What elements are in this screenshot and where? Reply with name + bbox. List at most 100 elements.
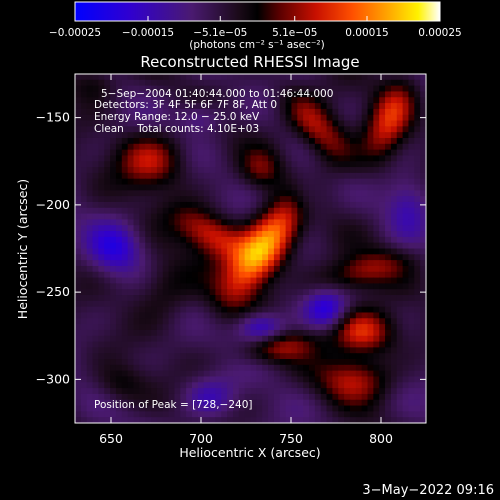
heatmap-cell	[168, 149, 176, 157]
heatmap-cell	[303, 417, 310, 423]
heatmap-cell	[80, 85, 88, 93]
heatmap-cell	[180, 393, 187, 401]
heatmap-cell	[291, 283, 298, 290]
heatmap-cell	[309, 97, 316, 104]
heatmap-cell	[221, 306, 228, 314]
heatmap-cell	[309, 359, 316, 366]
heatmap-cell	[320, 312, 328, 319]
heatmap-cell	[349, 167, 357, 174]
heatmap-cell	[297, 388, 304, 395]
plot-area: 650 700 750 800−300−250−200−150	[36, 73, 427, 446]
heatmap-cell	[262, 324, 269, 331]
heatmap-cell	[139, 417, 146, 423]
heatmap-cell	[180, 97, 187, 104]
heatmap-cell	[344, 283, 351, 290]
colorbar-ticks: −0.00025 −0.00015 −5.1e−05 5.1e−05 0.00015 0.…	[49, 16, 462, 39]
heatmap-cell	[162, 399, 170, 407]
heatmap-cell	[332, 271, 339, 279]
heatmap-cell	[86, 167, 94, 174]
heatmap-cell	[355, 79, 363, 87]
heatmap-cell	[156, 97, 164, 104]
heatmap-cell	[414, 178, 421, 186]
heatmap-cell	[139, 155, 146, 162]
heatmap-cell	[197, 405, 205, 412]
heatmap-cell	[402, 411, 410, 418]
heatmap-cell	[332, 231, 339, 238]
heatmap-cell	[104, 260, 111, 267]
heatmap-cell	[156, 324, 164, 331]
heatmap-cell	[414, 155, 421, 162]
heatmap-cell	[227, 277, 234, 284]
heatmap-cell	[209, 347, 216, 354]
heatmap-cell	[197, 318, 205, 325]
heatmap-cell	[151, 335, 158, 343]
heatmap-cell	[256, 143, 263, 151]
heatmap-cell	[215, 103, 222, 110]
heatmap-cell	[355, 231, 363, 238]
heatmap-cell	[344, 376, 351, 383]
heatmap-cell	[145, 370, 152, 378]
heatmap-cell	[373, 103, 380, 110]
heatmap-cell	[367, 306, 374, 314]
heatmap-cell	[396, 149, 404, 157]
heatmap-cell	[268, 143, 275, 151]
heatmap-cell	[215, 79, 222, 87]
heatmap-cell	[162, 219, 170, 226]
heatmap-cell	[209, 161, 216, 168]
heatmap-cell	[209, 411, 216, 418]
heatmap-cell	[156, 114, 164, 122]
heatmap-cell	[326, 341, 333, 348]
heatmap-cell	[256, 399, 263, 407]
heatmap-cell	[203, 359, 211, 366]
heatmap-cell	[232, 393, 240, 401]
heatmap-cell	[115, 411, 123, 418]
heatmap-cell	[396, 201, 404, 209]
heatmap-cell	[215, 231, 222, 238]
heatmap-cell	[221, 213, 228, 221]
heatmap-cell	[344, 167, 351, 174]
heatmap-cell	[203, 335, 211, 343]
heatmap-cell	[232, 161, 240, 168]
heatmap-cell	[121, 295, 129, 302]
heatmap-cell	[408, 324, 415, 331]
heatmap-cell	[390, 306, 398, 314]
heatmap-cell	[402, 359, 410, 366]
heatmap-cell	[244, 248, 252, 255]
heatmap-cell	[133, 306, 140, 314]
heatmap-cell	[215, 265, 222, 273]
heatmap-cell	[285, 236, 293, 244]
heatmap-cell	[379, 329, 386, 337]
heatmap-cell	[349, 364, 357, 372]
heatmap-cell	[309, 167, 316, 174]
heatmap-cell	[168, 271, 176, 279]
heatmap-cell	[127, 79, 135, 87]
heatmap-cell	[256, 405, 263, 412]
heatmap-cell	[268, 97, 275, 104]
heatmap-cell	[127, 382, 135, 389]
heatmap-cell	[396, 393, 404, 401]
heatmap-cell	[314, 388, 322, 395]
heatmap-cell	[162, 184, 170, 191]
heatmap-cell	[151, 143, 158, 151]
heatmap-cell	[285, 114, 293, 122]
heatmap-cell	[92, 329, 99, 337]
heatmap-cell	[86, 108, 94, 116]
heatmap-cell	[332, 359, 339, 366]
heatmap-cell	[92, 155, 99, 162]
heatmap-cell	[262, 114, 269, 122]
heatmap-cell	[145, 120, 152, 127]
heatmap-cell	[338, 201, 345, 209]
heatmap-cell	[420, 364, 426, 372]
heatmap-cell	[332, 137, 339, 145]
heatmap-cell	[238, 137, 246, 145]
heatmap-cell	[414, 120, 421, 127]
heatmap-cell	[273, 172, 281, 180]
heatmap-cell	[309, 149, 316, 157]
heatmap-cell	[303, 137, 310, 145]
heatmap-cell	[250, 236, 257, 244]
heatmap-cell	[379, 289, 386, 296]
heatmap-cell	[279, 126, 287, 133]
heatmap-cell	[303, 114, 310, 122]
heatmap-cell	[186, 178, 193, 186]
